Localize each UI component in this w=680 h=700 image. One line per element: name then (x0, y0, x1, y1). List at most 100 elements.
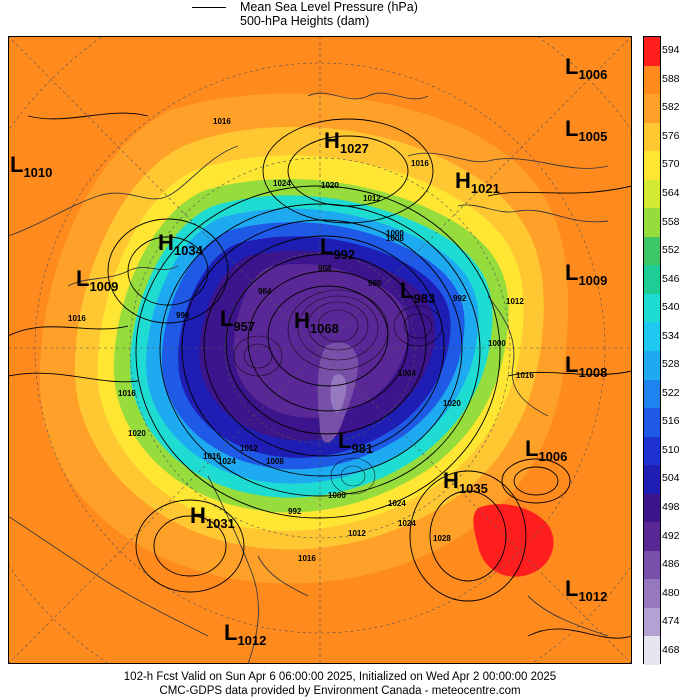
isobar-label: 1024 (273, 179, 291, 188)
isobar-label: 992 (288, 507, 302, 516)
isobar-label: 1008 (266, 457, 284, 466)
low-pressure-center: L1005 (565, 116, 607, 144)
isobar-label: 1024 (218, 457, 236, 466)
colorbar-label: 504 (662, 472, 680, 485)
isobar-label: 1016 (298, 554, 316, 563)
colorbar-swatch (644, 265, 660, 295)
colorbar-label: 528 (662, 358, 680, 371)
isobar-label: 1016 (516, 371, 534, 380)
colorbar-label: 576 (662, 129, 680, 142)
high-pressure-center: H1035 (443, 468, 488, 496)
isobar-label: 1020 (443, 399, 461, 408)
forecast-valid-text: 102-h Fcst Valid on Sun Apr 6 06:00:00 2… (123, 671, 557, 683)
height-band-594 (473, 504, 554, 577)
pressure-centers: L1006 L1005 H1027 L1010 H1021 H1034 L992… (10, 54, 607, 648)
colorbar-label: 564 (662, 187, 680, 199)
isobar-label: 1016 (68, 314, 86, 323)
low-pressure-center: L1006 (525, 436, 567, 464)
colorbar-label: 588 (662, 72, 680, 85)
isobar-label: 1028 (433, 534, 451, 543)
colorbar-label: 468 (662, 643, 680, 656)
colorbar-swatch (644, 236, 660, 266)
colorbar-label: 522 (662, 386, 680, 399)
colorbar-label: 510 (662, 443, 680, 456)
colorbar-swatch (644, 293, 660, 323)
isobar-label: 1000 (328, 491, 346, 500)
height-colorbar (643, 36, 661, 666)
height-band-492 (233, 264, 409, 418)
high-pressure-center: H1068 (294, 308, 339, 336)
height-band-480 (330, 374, 347, 413)
low-pressure-center: L1012 (224, 620, 266, 648)
low-pressure-center: L1009 (76, 266, 118, 294)
isobar-label: 1016 (203, 452, 221, 461)
isobar-label: 992 (453, 294, 467, 303)
colorbar-swatch (644, 122, 660, 152)
low-pressure-center: L1012 (565, 576, 607, 604)
colorbar-swatch (644, 379, 660, 409)
low-pressure-center: L983 (400, 278, 435, 306)
isobar-label: 984 (258, 287, 272, 296)
legend-pressure-label: Mean Sea Level Pressure (hPa) (240, 0, 418, 14)
high-pressure-center: H1031 (190, 503, 235, 531)
isobar-label: 1016 (118, 389, 136, 398)
low-pressure-center: L992 (320, 234, 355, 262)
isobar-label: 1024 (388, 499, 406, 508)
colorbar-swatch (644, 65, 660, 95)
high-pressure-center: H1027 (324, 128, 369, 156)
colorbar-label: 558 (662, 215, 680, 228)
isobar-label: 996 (176, 311, 190, 320)
isobar-label: 1024 (398, 519, 416, 528)
colorbar-label: 552 (662, 244, 680, 257)
weather-map-canvas: 1016 1024 1020 1012 1016 1008 1000 992 1… (8, 36, 632, 664)
isobar-label: 1000 (488, 339, 506, 348)
isobar-label: 1012 (348, 529, 366, 538)
colorbar-swatch (644, 351, 660, 381)
colorbar-swatch (644, 179, 660, 209)
legend-heights-label: 500-hPa Heights (dam) (240, 14, 370, 28)
colorbar-label: 594 (662, 44, 680, 57)
low-pressure-center: L957 (220, 306, 255, 334)
colorbar-swatch (644, 493, 660, 523)
isobar-label: 1016 (213, 117, 231, 126)
colorbar-swatch (644, 151, 660, 181)
high-pressure-center: H1021 (455, 168, 500, 196)
colorbar-swatch (644, 408, 660, 438)
isobar-legend-line (192, 7, 226, 8)
colorbar-swatch (644, 322, 660, 352)
colorbar-swatch (644, 436, 660, 466)
isobar-label: 1020 (321, 181, 339, 190)
colorbar-label: 486 (662, 558, 680, 571)
isobar-label: 968 (318, 264, 332, 273)
coastlines (8, 92, 609, 664)
low-pressure-center: L1006 (565, 54, 607, 82)
isobar-label: 1004 (398, 369, 416, 378)
colorbar-swatch (644, 94, 660, 124)
colorbar-swatch (644, 208, 660, 238)
isobar-label: 1012 (506, 297, 524, 306)
colorbar-swatch (644, 636, 660, 666)
colorbar-swatch (644, 465, 660, 495)
isobar-label: 1020 (128, 429, 146, 438)
weather-map: 1016 1024 1020 1012 1016 1008 1000 992 1… (8, 36, 632, 664)
isobar-label: 1012 (363, 194, 381, 203)
isobar-labels: 1016 1024 1020 1012 1016 1008 1000 992 1… (68, 117, 534, 563)
isobar-label: 960 (368, 279, 382, 288)
high-pressure-center: H1034 (158, 230, 204, 258)
colorbar-label: 540 (662, 301, 680, 314)
isobar-label: 1008 (386, 234, 404, 243)
colorbar-swatch (644, 37, 660, 67)
colorbar-swatch (644, 579, 660, 609)
colorbar-swatch (644, 522, 660, 552)
colorbar-label: 474 (662, 615, 680, 628)
isobar-label: 1000 (386, 229, 404, 238)
isobar-label: 1016 (411, 159, 429, 168)
colorbar-swatch (644, 550, 660, 580)
colorbar-label: 546 (662, 272, 680, 285)
map-frame (8, 36, 632, 664)
map-legend-header: Mean Sea Level Pressure (hPa) 500-hPa He… (0, 0, 680, 32)
colorbar-label: 492 (662, 529, 680, 542)
isobar-label: 1012 (240, 444, 258, 453)
graticule (8, 36, 632, 664)
colorbar-label: 582 (662, 101, 680, 114)
